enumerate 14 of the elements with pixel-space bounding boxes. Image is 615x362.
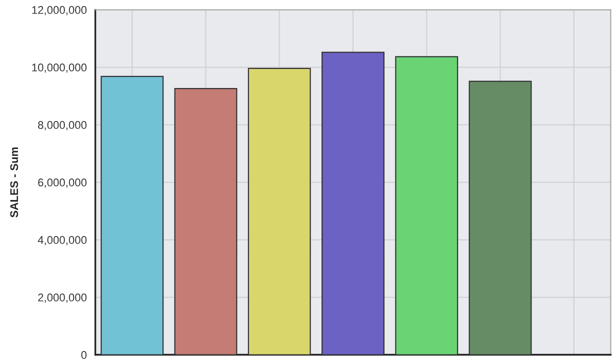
y-tick-label: 2,000,000 bbox=[38, 294, 87, 303]
bar bbox=[322, 52, 384, 355]
bar bbox=[100, 76, 164, 355]
bar bbox=[395, 56, 458, 355]
bar bbox=[468, 80, 532, 355]
y-axis-title: SALES - Sum bbox=[10, 147, 18, 218]
y-tick-label: 12,000,000 bbox=[32, 6, 87, 16]
bar bbox=[174, 88, 238, 355]
y-tick-label: 0 bbox=[81, 351, 87, 359]
bar bbox=[248, 68, 311, 355]
y-tick-label: 10,000,000 bbox=[32, 64, 87, 73]
y-tick-label: 4,000,000 bbox=[38, 236, 87, 246]
y-tick-label: 8,000,000 bbox=[38, 121, 87, 130]
y-tick-label: 6,000,000 bbox=[38, 178, 87, 188]
